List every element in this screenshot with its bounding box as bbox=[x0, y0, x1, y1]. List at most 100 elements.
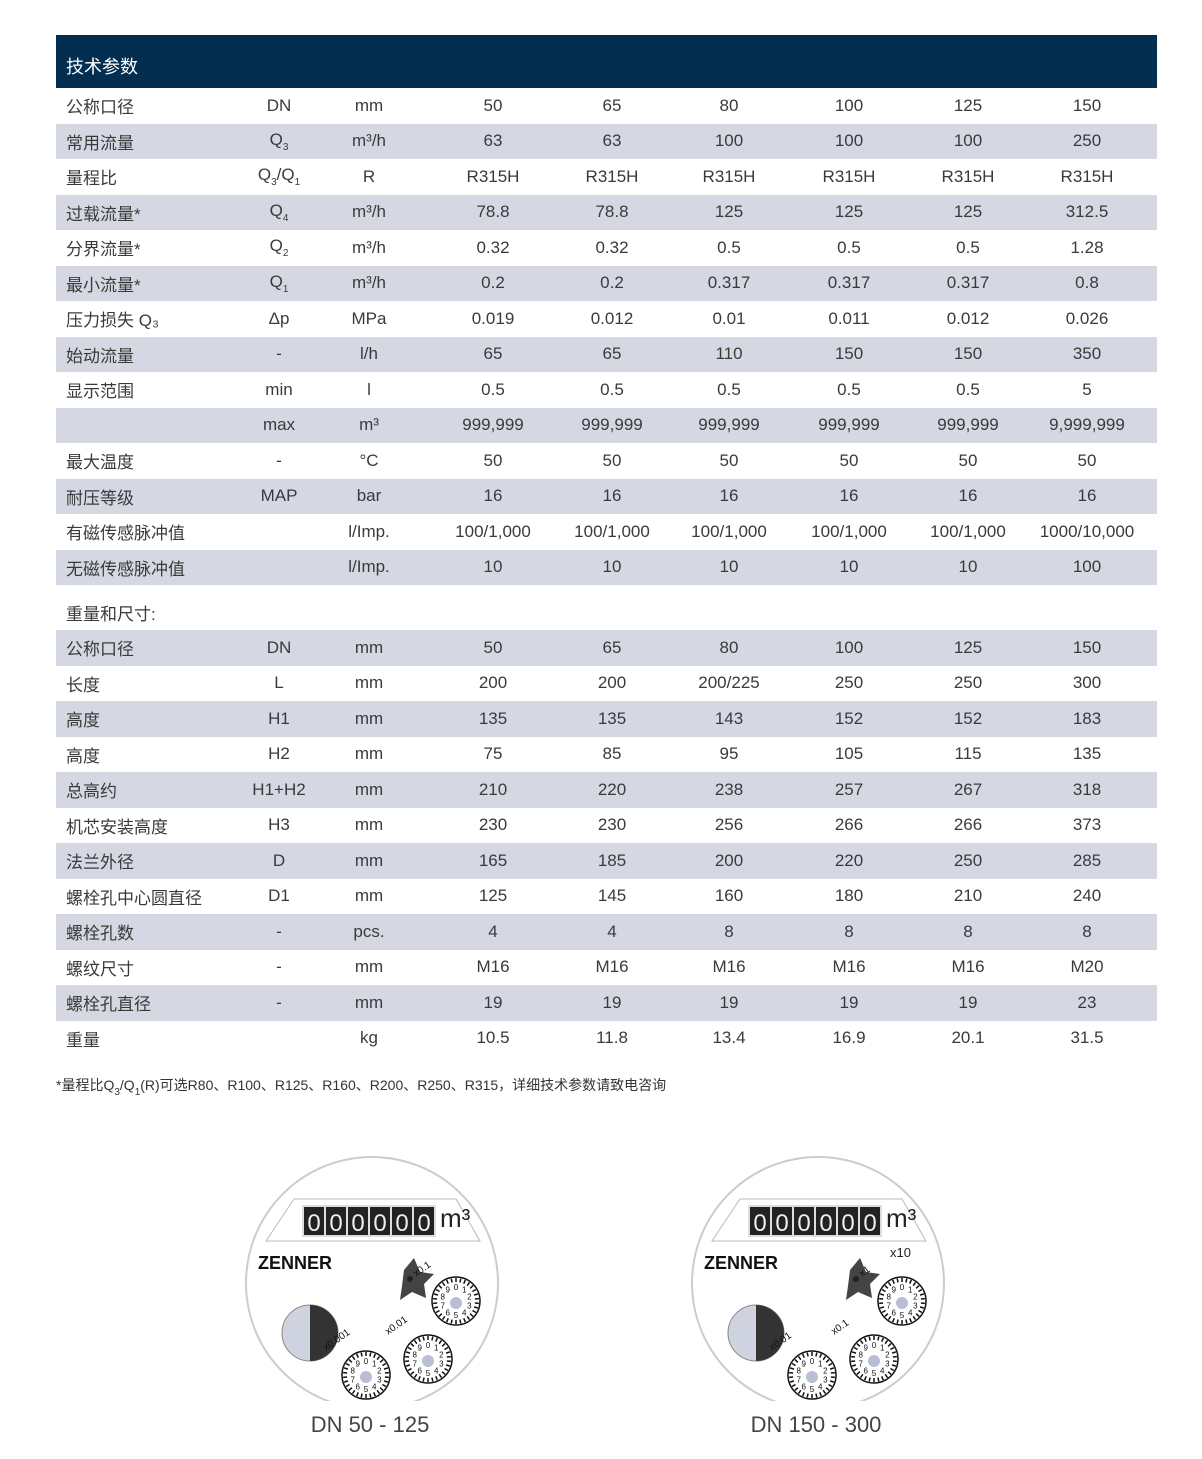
value-cell: 152 bbox=[834, 708, 864, 728]
value-cell: 31.5 bbox=[1070, 1028, 1104, 1048]
svg-text:2: 2 bbox=[913, 1293, 918, 1302]
value-cell: 100/1,000 bbox=[574, 521, 650, 541]
value-cell: 0.5 bbox=[837, 379, 861, 399]
svg-text:2: 2 bbox=[439, 1351, 444, 1360]
table-row: 公称口径 DN mm 50 65 80 100 125 150 bbox=[56, 88, 1157, 124]
svg-text:2: 2 bbox=[467, 1293, 472, 1302]
value-cell: 0.2 bbox=[481, 273, 505, 293]
table-row: 机芯安装高度 H3 mm 230 230 256 266 266 373 bbox=[56, 808, 1157, 844]
table-row: 量程比 Q3/Q1 R R315H R315H R315H R315H R315H R315H bbox=[56, 159, 1157, 195]
value-cell: 999,999 bbox=[581, 415, 643, 435]
text: Q bbox=[257, 165, 272, 185]
value-cell: 10 bbox=[839, 557, 859, 577]
svg-text:0: 0 bbox=[395, 1210, 408, 1237]
value-cell: 266 bbox=[834, 815, 864, 835]
magnet-coupling-icon bbox=[727, 1304, 785, 1362]
value-cell: 16 bbox=[483, 486, 503, 506]
value-cell: 125 bbox=[953, 95, 983, 115]
value-cell: R315H bbox=[941, 166, 995, 186]
table-row: max m³ 999,999 999,999 999,999 999,999 999,999… bbox=[56, 407, 1157, 443]
value-cell: 145 bbox=[597, 886, 627, 906]
value-cell: 19 bbox=[839, 992, 859, 1012]
value-cell: 10 bbox=[719, 557, 739, 577]
row-label: 重量 bbox=[66, 1030, 100, 1050]
table-row: 最小流量* Q1 m³/h 0.2 0.2 0.317 0.317 0.317 0.8 bbox=[56, 265, 1157, 301]
value-cell: 0.019 bbox=[471, 308, 515, 328]
row-unit: R bbox=[362, 166, 376, 186]
svg-text:5: 5 bbox=[900, 1311, 905, 1320]
row-label: 最小流量* bbox=[66, 275, 141, 295]
svg-text:8: 8 bbox=[858, 1351, 863, 1360]
row-unit: m³/h bbox=[352, 202, 386, 222]
row-unit: mm bbox=[354, 850, 384, 870]
row-symbol: max bbox=[263, 415, 295, 435]
row-symbol: DN bbox=[267, 96, 292, 116]
value-cell: 115 bbox=[954, 744, 982, 764]
svg-text:4: 4 bbox=[462, 1308, 467, 1317]
value-cell: 300 bbox=[1072, 673, 1102, 693]
value-cell: 0.32 bbox=[476, 237, 510, 257]
svg-text:3: 3 bbox=[885, 1359, 890, 1368]
text: H1 bbox=[268, 708, 290, 728]
value-cell: 8 bbox=[844, 921, 854, 941]
table-row: 始动流量 - l/h 65 65 110 150 150 350 bbox=[56, 336, 1157, 372]
row-label: 法兰外径 bbox=[66, 853, 134, 873]
value-cell: 0.2 bbox=[600, 273, 624, 293]
value-cell: R315H bbox=[585, 166, 639, 186]
svg-text:3: 3 bbox=[377, 1375, 382, 1384]
row-unit: bar bbox=[356, 486, 382, 506]
subscript: 3 bbox=[271, 177, 277, 189]
row-label: 过载流量* bbox=[66, 204, 141, 224]
text: D bbox=[272, 850, 286, 870]
svg-text:9: 9 bbox=[864, 1344, 869, 1353]
value-cell: 250 bbox=[1072, 131, 1102, 151]
svg-text:0: 0 bbox=[351, 1210, 364, 1237]
row-label: 有磁传感脉冲值 bbox=[66, 524, 185, 544]
text: /Q bbox=[119, 1077, 135, 1093]
row-unit: mm bbox=[354, 708, 384, 728]
value-cell: 150 bbox=[1072, 637, 1102, 657]
value-cell: 50 bbox=[719, 450, 739, 470]
svg-text:1: 1 bbox=[908, 1286, 913, 1295]
value-cell: 50 bbox=[958, 450, 978, 470]
text: Q bbox=[269, 236, 283, 256]
value-cell: 100 bbox=[953, 131, 983, 151]
value-cell: 0.012 bbox=[590, 308, 634, 328]
row-label: 公称口径 bbox=[66, 98, 134, 118]
value-cell: 78.8 bbox=[476, 202, 510, 222]
value-cell: 999,999 bbox=[937, 415, 999, 435]
svg-text:0: 0 bbox=[810, 1357, 815, 1366]
value-cell: R315H bbox=[822, 166, 876, 186]
value-cell: 0.5 bbox=[600, 379, 624, 399]
value-cell: M16 bbox=[476, 957, 510, 977]
table-row: 螺纹尺寸 - mm M16 M16 M16 M16 M16 M20 bbox=[56, 950, 1157, 986]
value-cell: 13.4 bbox=[712, 1028, 746, 1048]
row-unit: l bbox=[367, 379, 371, 399]
svg-text:3: 3 bbox=[467, 1301, 472, 1310]
row-symbol: DN bbox=[267, 638, 292, 658]
value-cell: 160 bbox=[714, 886, 744, 906]
value-cell: 185 bbox=[597, 850, 627, 870]
svg-text:8: 8 bbox=[886, 1293, 891, 1302]
svg-text:0: 0 bbox=[900, 1283, 905, 1292]
value-cell: 50 bbox=[1077, 450, 1097, 470]
row-symbol: H3 bbox=[268, 815, 290, 835]
table-row: 压力损失 Q₃ Δp MPa 0.019 0.012 0.01 0.011 0.012 0.02… bbox=[56, 301, 1157, 337]
svg-text:6: 6 bbox=[418, 1366, 423, 1375]
row-symbol: - bbox=[276, 957, 282, 977]
row-label: 常用流量 bbox=[66, 133, 134, 153]
subscript: 2 bbox=[282, 248, 289, 260]
value-cell: 200 bbox=[478, 673, 508, 693]
svg-text:8: 8 bbox=[440, 1293, 445, 1302]
value-cell: 183 bbox=[1072, 708, 1102, 728]
text: Q bbox=[269, 200, 283, 220]
svg-text:3: 3 bbox=[823, 1375, 828, 1384]
value-cell: 267 bbox=[953, 779, 983, 799]
value-cell: 230 bbox=[478, 815, 508, 835]
table-row: 重量 kg 10.5 11.8 13.4 16.9 20.1 31.5 bbox=[56, 1021, 1157, 1057]
value-cell: 150 bbox=[1072, 95, 1102, 115]
